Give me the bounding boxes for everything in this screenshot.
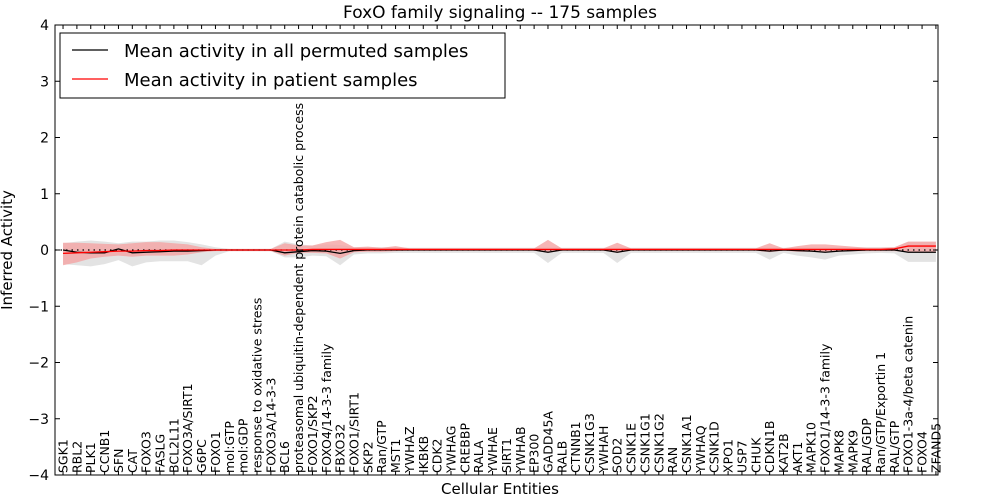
x-tick-label: FOXO1/SIRT1 (346, 392, 361, 473)
x-tick-label: mol:GDP (236, 418, 251, 473)
legend-label-permuted: Mean activity in all permuted samples (124, 41, 468, 62)
x-tick-label: MAPK10 (804, 422, 819, 473)
x-tick-label: RAL/GTP (887, 420, 902, 473)
y-tick-label: −2 (28, 356, 49, 372)
x-tick-label: FOXO3A/14-3-3 (263, 378, 278, 473)
legend: Mean activity in all permuted samples Me… (59, 32, 506, 99)
x-tick-label: MST1 (388, 439, 403, 473)
x-tick-label: YWHAH (596, 426, 611, 474)
x-tick-label: CTNNB1 (568, 421, 583, 473)
x-tick-label: GADD45A (540, 411, 555, 473)
x-tick-label: YWHAQ (693, 425, 708, 474)
bands (63, 239, 936, 267)
x-tick-label: MAPK8 (831, 430, 846, 473)
x-tick-label: CREBBP (457, 423, 472, 473)
x-tick-label: Ran/GTP/Exportin 1 (873, 352, 888, 473)
y-tick-label: −1 (28, 299, 49, 315)
x-tick-label: YWHAE (485, 427, 500, 474)
x-tick-label: BCL6 (277, 441, 292, 473)
x-axis-label: Cellular Entities (441, 480, 559, 498)
x-tick-label: FASLG (153, 434, 168, 473)
x-tick-label: FOXO4/14-3-3 family (319, 343, 334, 473)
x-tick-label: CSNK1G3 (582, 413, 597, 473)
x-tick-label: G6PC (194, 439, 209, 473)
x-tick-label: Ran/GTP (374, 420, 389, 473)
x-tick-label: USP7 (734, 440, 749, 473)
chart-title: FoxO family signaling -- 175 samples (343, 3, 657, 23)
x-tick-label: RBL2 (69, 441, 84, 473)
x-tick-label: PLK1 (83, 442, 98, 473)
x-axis: SGK1RBL2PLK1CCNB1SFNCATFOXO3FASLGBCL2L11… (56, 25, 943, 475)
x-tick-label: SFN (111, 449, 126, 473)
x-tick-label: FBXO32 (333, 424, 348, 473)
x-tick-label: FOXO1-3a-4/beta catenin (901, 316, 916, 473)
x-tick-label: RAL/GDP (859, 418, 874, 473)
y-tick-label: 1 (40, 187, 49, 203)
x-tick-label: CDK2 (430, 438, 445, 473)
x-tick-label: CHUK (748, 437, 763, 473)
x-tick-label: response to oxidative stress (250, 298, 265, 473)
y-axis-label: Inferred Activity (0, 190, 16, 310)
x-tick-label: CSNK1G2 (651, 413, 666, 473)
x-tick-label: YWHAG (443, 426, 458, 474)
x-tick-label: RALB (554, 441, 569, 473)
x-tick-label: ZFAND5 (928, 423, 943, 473)
y-tick-label: 2 (40, 131, 49, 147)
x-tick-label: SOD2 (610, 438, 625, 473)
x-tick-label: FOXO1/14-3-3 family (818, 343, 833, 473)
x-tick-label: CSNK1D (707, 421, 722, 473)
legend-label-patient: Mean activity in patient samples (124, 70, 418, 91)
x-tick-label: EP300 (527, 434, 542, 473)
x-tick-label: FOXO3 (139, 431, 154, 473)
x-tick-label: FOXO1 (208, 431, 223, 473)
x-tick-label: CSNK1A1 (679, 414, 694, 473)
x-tick-label: FOXO1/SKP2 (305, 395, 320, 473)
x-tick-label: CSNK1G1 (637, 413, 652, 473)
x-tick-label: YWHAZ (402, 426, 417, 474)
x-tick-label: SKP2 (360, 441, 375, 473)
y-axis: −4 −3 −2 −1 0 1 2 3 4 (28, 18, 938, 484)
y-tick-label: 3 (40, 74, 49, 90)
y-tick-label: −4 (28, 468, 49, 484)
y-tick-label: −3 (28, 412, 49, 428)
band-1 (63, 239, 936, 266)
x-tick-label: RAN (665, 447, 680, 473)
x-tick-label: CAT (125, 449, 140, 473)
y-tick-label: 0 (40, 243, 49, 259)
x-tick-label: SGK1 (56, 439, 71, 473)
x-tick-label: FOXO3A/SIRT1 (180, 383, 195, 473)
x-tick-label: AKT1 (790, 442, 805, 473)
x-tick-label: RALA (471, 440, 486, 473)
x-tick-label: CCNB1 (97, 430, 112, 473)
x-tick-label: CSNK1E (624, 423, 639, 473)
series-line-1 (63, 245, 936, 255)
x-tick-label: SIRT1 (499, 438, 514, 473)
x-tick-label: proteasomal ubiquitin-dependent protein … (291, 103, 306, 473)
x-tick-label: YWHAB (513, 426, 528, 474)
x-tick-label: MAPK9 (845, 430, 860, 473)
x-tick-label: KAT2B (776, 433, 791, 473)
x-tick-label: XPO1 (721, 439, 736, 473)
x-tick-label: CDKN1B (762, 421, 777, 473)
x-tick-label: BCL2L11 (166, 418, 181, 473)
y-tick-label: 4 (40, 18, 49, 34)
series-lines (62, 245, 936, 255)
x-tick-label: mol:GTP (222, 421, 237, 473)
x-tick-label: IKBKB (416, 436, 431, 473)
x-tick-label: FOXO4 (915, 431, 930, 473)
